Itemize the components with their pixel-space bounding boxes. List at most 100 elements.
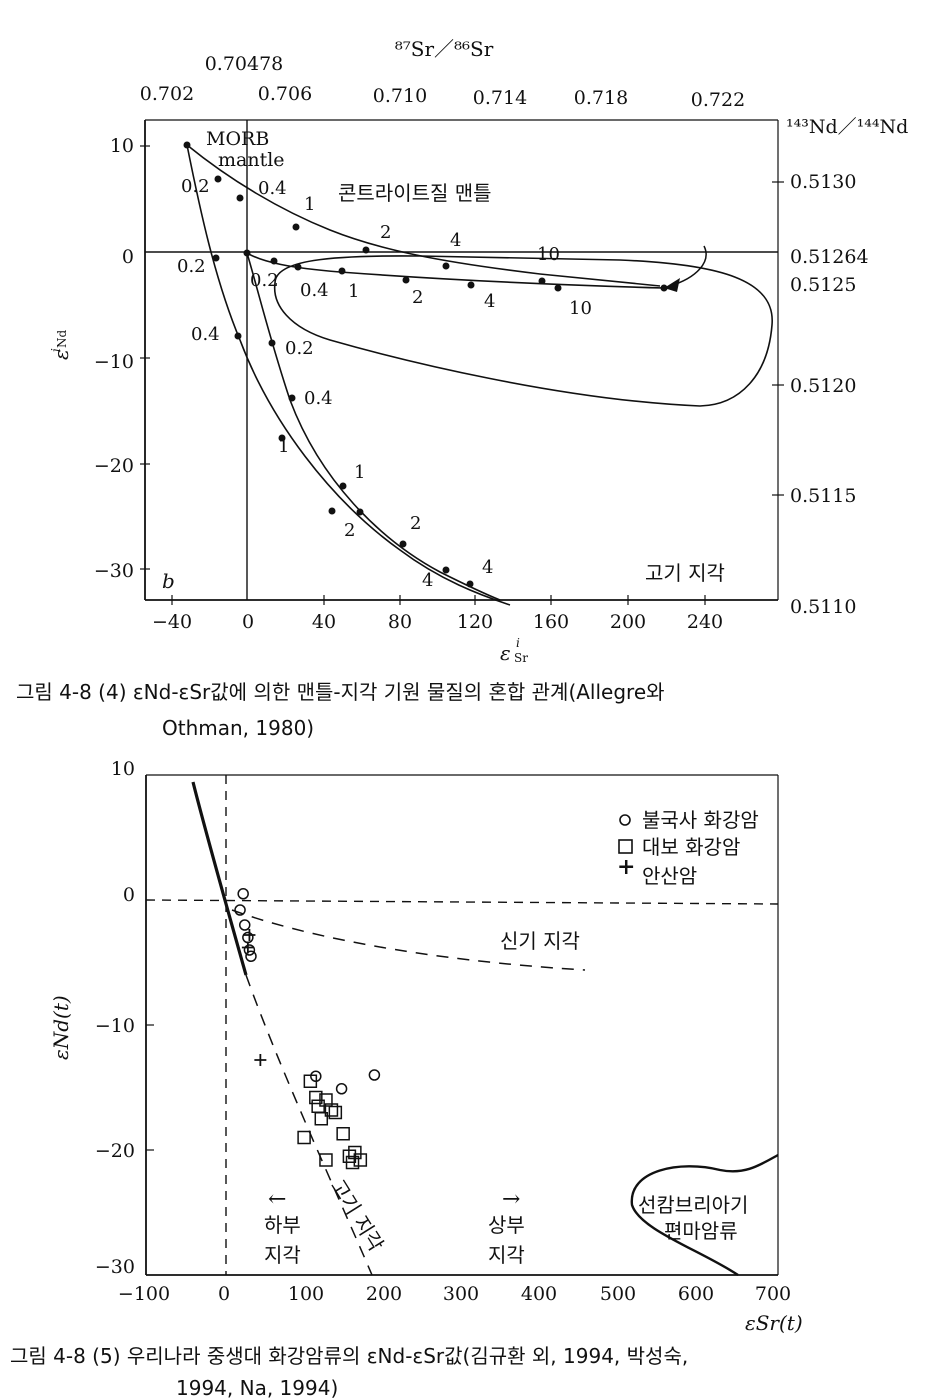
fig1-x-tick: 0 [242, 611, 254, 633]
fig2-precambrian-gneiss-outline [630, 1153, 779, 1277]
fig2-old-crust-label: 고기 지각 [326, 1175, 389, 1256]
fig1-curve-label: 0.2 [285, 338, 314, 359]
fig1-mixing-curve-3 [186, 144, 511, 606]
fig1-curve-label: 0.4 [300, 280, 329, 301]
fig1-curve-point [288, 394, 296, 402]
fig1-top-tick: 0.722 [691, 89, 745, 111]
daebo-granite-point [303, 1074, 318, 1088]
fig2-upper-crust-label: 상부 [488, 1213, 525, 1237]
fig1-curve-point [402, 276, 410, 284]
bulguksa-granite-point [242, 931, 254, 944]
fig1-top-tick: 0.70478 [205, 53, 284, 75]
fig2-new-crust-trend [231, 909, 586, 971]
fig2-data-points [234, 888, 381, 1170]
fig2-x-tick: 100 [288, 1283, 324, 1305]
figure-2-caption-line-2: 1994, Na, 1994) [176, 1376, 339, 1400]
fig1-curve-label: 0.4 [304, 388, 333, 409]
fig2-precambrian-label: 편마암류 [664, 1219, 738, 1243]
fig2-new-crust-label: 신기 지각 [500, 929, 580, 953]
fig2-y-tick: −20 [95, 1140, 135, 1162]
fig1-right-axis-title: ¹⁴³Nd／¹⁴⁴Nd [786, 116, 908, 138]
fig2-x-axis-label: εSr(t) [745, 1311, 803, 1335]
fig1-curve-point [212, 254, 220, 262]
daebo-granite-point [345, 1155, 360, 1170]
andesite-point [254, 1054, 267, 1066]
figure-2-caption: 그림 4-8 (5) 우리나라 중생대 화강암류의 εNd-εSr값(김규환 외… [10, 1344, 689, 1368]
fig1-curve-label: 10 [537, 244, 560, 265]
andesite-point [243, 929, 256, 941]
fig1-y-tick: 10 [110, 135, 134, 157]
fig1-morb-label: MORB [206, 128, 269, 150]
fig1-curve-label: 2 [410, 513, 421, 534]
fig1-curve-point [467, 281, 475, 289]
fig2-zero-line-h [145, 899, 779, 905]
fig1-curve-point [243, 249, 251, 257]
fig1-curve-point [442, 566, 450, 574]
fig1-curve-label: 0.4 [258, 178, 287, 199]
fig1-old-crust-label: 고기 지각 [645, 561, 725, 585]
fig1-mixing-curve-4 [246, 252, 501, 601]
fig1-curve-point [236, 194, 244, 202]
figure-1-caption: 그림 4-8 (4) εNd-εSr값에 의한 맨틀-지각 기원 물질의 혼합 … [16, 680, 665, 704]
fig1-y-tick: 0 [122, 246, 134, 268]
andesite-point [241, 941, 254, 954]
legend-plus-marker: + [617, 854, 635, 880]
fig2-x-tick: −100 [118, 1283, 170, 1305]
fig1-x-tick: 160 [533, 611, 569, 633]
fig1-curve-point [399, 540, 407, 548]
bulguksa-granite-point [237, 888, 249, 900]
daebo-granite-point [319, 1153, 333, 1167]
fig1-curve-point [214, 175, 222, 183]
fig1-right-tick: 0.5120 [790, 375, 856, 397]
fig1-y-tick: −20 [94, 455, 134, 477]
fig2-precambrian-label: 선캄브리아기 [638, 1193, 748, 1217]
fig2-x-tick: 600 [678, 1283, 714, 1305]
fig1-right-tick: 0.5130 [790, 171, 856, 193]
fig1-mantle-label: mantle [218, 149, 285, 171]
fig1-curve-label: 2 [412, 287, 423, 308]
bulguksa-granite-point [238, 919, 251, 931]
fig1-right-tick: 0.51264 [790, 246, 869, 268]
fig1-y-tick: −30 [94, 560, 134, 582]
fig1-curve-label: 1 [348, 281, 359, 302]
fig1-curve-point [339, 482, 347, 490]
fig1-curve-point [442, 262, 450, 270]
svg-text:i: i [516, 636, 520, 650]
svg-text:i: i [49, 348, 63, 352]
fig2-y-tick: 10 [111, 758, 135, 780]
fig1-curve-point [268, 339, 276, 347]
fig1-x-axis-label: ε i Sr [500, 636, 528, 665]
fig1-curve-label: 4 [482, 557, 493, 578]
fig2-x-tick: 300 [443, 1283, 479, 1305]
fig1-panel-letter: b [162, 569, 175, 593]
fig1-x-tick: 80 [388, 611, 412, 633]
fig1-arrow-head [664, 278, 680, 292]
fig2-x-tick: 0 [218, 1283, 230, 1305]
legend-square-marker [618, 839, 633, 854]
fig1-right-tick: 0.5110 [790, 596, 856, 618]
fig1-curve-label: 0.2 [250, 270, 279, 291]
fig1-mixing-curve-1 [186, 144, 661, 287]
fig2-arrow-left: ← [268, 1187, 286, 1212]
fig2-y-tick: −10 [95, 1015, 135, 1037]
legend-label: 안산암 [642, 864, 697, 888]
daebo-granite-point [353, 1153, 368, 1167]
daebo-granite-point [314, 1112, 329, 1126]
fig1-top-tick: 0.710 [373, 85, 427, 107]
fig1-curve-label: 2 [344, 520, 355, 541]
fig1-curve-label: 0.2 [181, 176, 210, 197]
fig1-curve-point [362, 246, 370, 254]
fig1-curve-point [294, 263, 302, 271]
fig2-legend: 불국사 화강암 대보 화강암 + 안산암 [617, 808, 759, 888]
figure-1: 10 0 −10 −20 −30 −40 0 40 80 120 160 200… [49, 37, 908, 665]
fig2-x-tick: 700 [755, 1283, 791, 1305]
svg-text:ε: ε [49, 349, 73, 360]
fig1-top-tick: 0.706 [258, 83, 312, 105]
fig1-curve-label: 1 [278, 436, 289, 457]
fig2-x-tick: 500 [600, 1283, 636, 1305]
fig2-lower-crust-label: 지각 [264, 1243, 301, 1267]
svg-text:Sr: Sr [514, 651, 528, 665]
fig1-curve-label: 2 [380, 222, 391, 243]
fig1-curve-label: 1 [304, 194, 315, 215]
